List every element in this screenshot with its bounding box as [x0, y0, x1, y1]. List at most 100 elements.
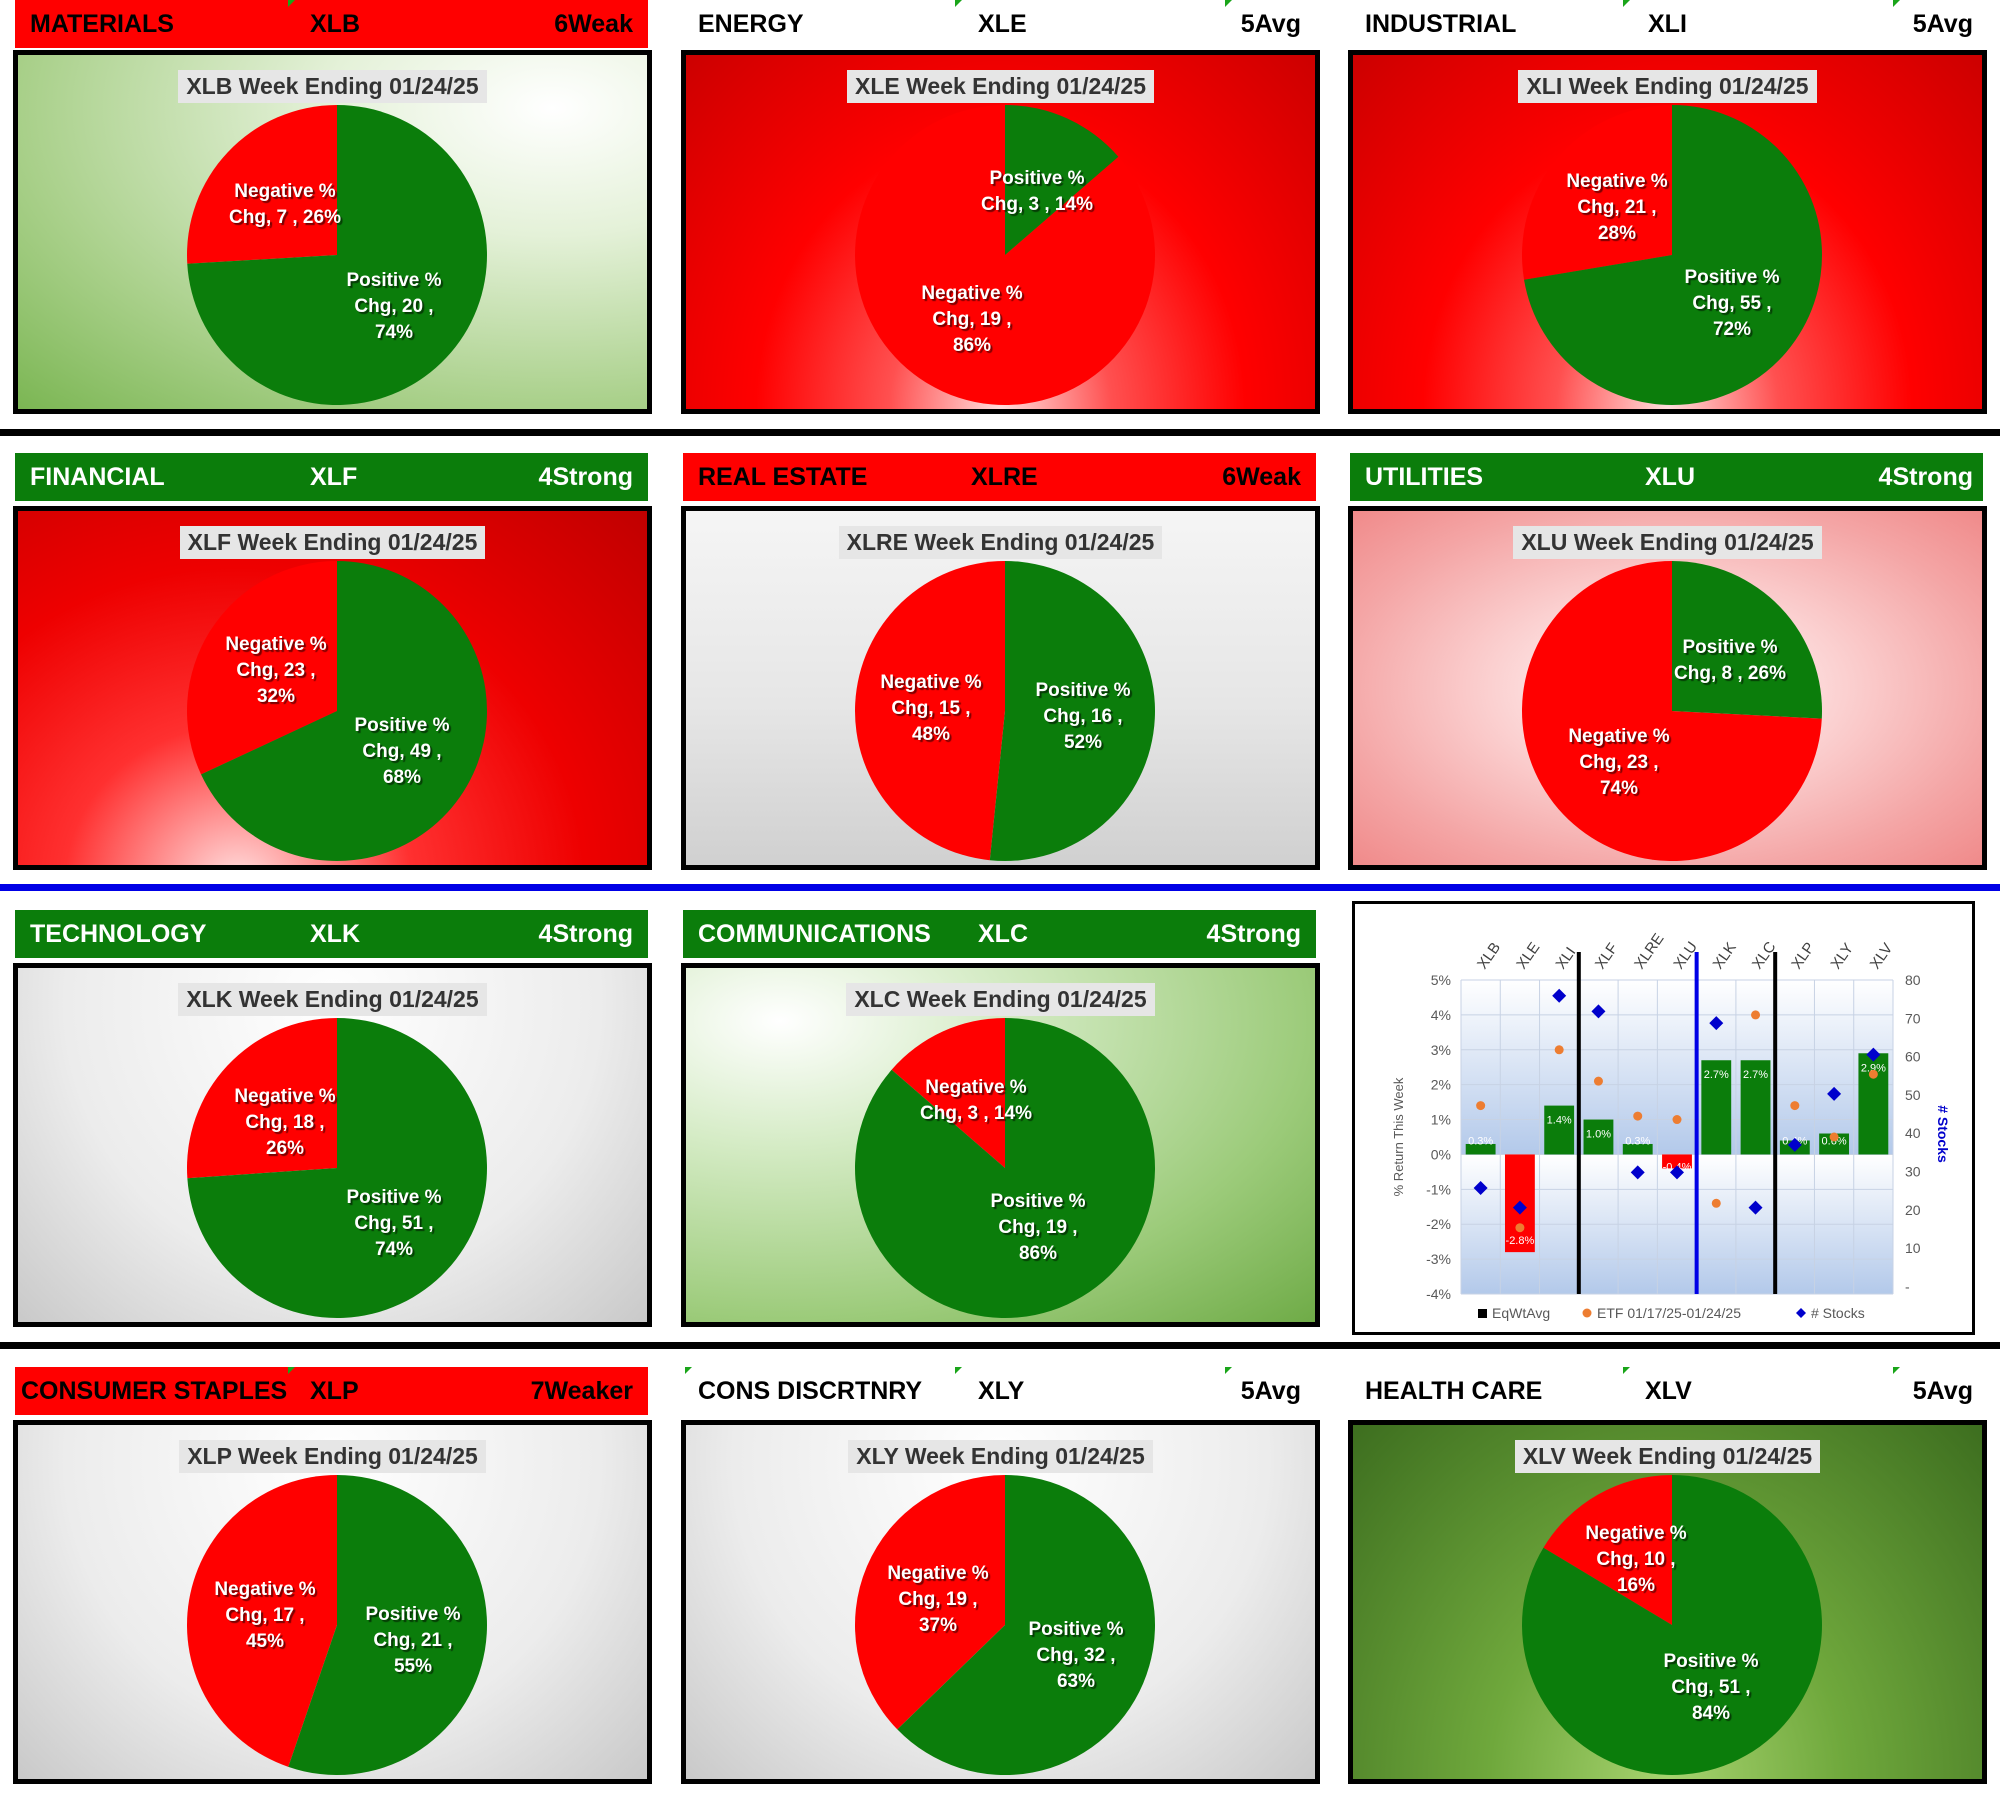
sector-name: COMMUNICATIONS: [698, 920, 931, 948]
positive-label: Positive % Chg, 32 , 63%: [1028, 1617, 1123, 1695]
positive-label: Positive % Chg, 16 , 52%: [1035, 678, 1130, 756]
header-xli: INDUSTRIAL XLI 5Avg: [1350, 0, 1983, 48]
panel-xly: XLY Week Ending 01/24/25 Negative % Chg, …: [681, 1420, 1320, 1784]
chart-title: XLY Week Ending 01/24/25: [848, 1440, 1153, 1473]
label-count: Chg, 7 , 26%: [229, 207, 341, 228]
label-pct: 16%: [1616, 1575, 1656, 1596]
pie-slice-positive: [187, 1018, 488, 1318]
y-tick-label: -3%: [1426, 1251, 1451, 1267]
bar-data-label: 0.3%: [1625, 1135, 1650, 1147]
chart-title: XLU Week Ending 01/24/25: [1513, 526, 1822, 559]
category-label: XLB: [1474, 939, 1504, 972]
label-count: Chg, 23 ,: [1579, 752, 1659, 773]
y2-tick-label: 50: [1905, 1087, 1921, 1103]
sector-name: TECHNOLOGY: [30, 920, 207, 948]
sector-name: HEALTH CARE: [1365, 1377, 1543, 1405]
label-text: Positive %: [1684, 267, 1780, 288]
panel-xlp: XLP Week Ending 01/24/25 Negative % Chg, …: [13, 1420, 652, 1784]
cell-marker: [288, 0, 295, 7]
positive-label: Positive % Chg, 55 , 72%: [1684, 265, 1779, 343]
label-text: Positive %: [1028, 1619, 1124, 1640]
header-xle: ENERGY XLE 5Avg: [683, 0, 1316, 48]
pie-slice-negative: [187, 561, 337, 775]
header-xly: CONS DISCRTNRY XLY 5Avg: [683, 1367, 1316, 1415]
negative-label: Negative % Chg, 19 , 37%: [887, 1561, 988, 1639]
header-xlk: TECHNOLOGY XLK 4Strong: [15, 910, 648, 958]
label-text: Positive %: [990, 1191, 1086, 1212]
rank: 6Weak: [1222, 463, 1301, 491]
label-text: Positive %: [346, 270, 442, 291]
label-count: Chg, 32 ,: [1036, 1645, 1116, 1666]
y2-tick-label: 10: [1905, 1240, 1921, 1256]
etf-marker: [1633, 1111, 1643, 1121]
label-count: Chg, 51 ,: [1671, 1677, 1751, 1698]
y2-tick-label: 80: [1905, 972, 1921, 988]
y-tick-label: 2%: [1431, 1077, 1451, 1093]
label-text: Negative %: [1568, 726, 1670, 747]
label-count: Chg, 3 , 14%: [981, 194, 1093, 215]
label-text: Positive %: [354, 715, 450, 736]
pie-slice-negative: [1543, 1475, 1672, 1625]
label-pct: 55%: [393, 1656, 433, 1677]
pie-slice-negative: [855, 561, 1005, 861]
rank: 6Weak: [554, 10, 633, 38]
label-text: Negative %: [1585, 1523, 1687, 1544]
ticker: XLC: [978, 920, 1028, 948]
etf-marker: [1751, 1010, 1761, 1020]
sector-name: ENERGY: [698, 10, 804, 38]
header-xlre: REAL ESTATE XLRE 6Weak: [683, 453, 1316, 501]
panel-xlu: XLU Week Ending 01/24/25 Positive % Chg, …: [1348, 506, 1987, 870]
sector-name: CONS DISCRTNRY: [698, 1377, 923, 1405]
pie-slice-positive: [288, 1475, 487, 1775]
chart-title: XLF Week Ending 01/24/25: [179, 526, 486, 559]
pie-slice-positive: [187, 105, 488, 405]
negative-label: Negative % Chg, 19 , 86%: [921, 281, 1022, 359]
label-pct: 28%: [1597, 223, 1637, 244]
category-label: XLY: [1827, 940, 1857, 972]
stocks-marker: [1552, 988, 1567, 1003]
rank: 5Avg: [1240, 1377, 1301, 1405]
rank: 4Strong: [1878, 463, 1973, 491]
y-tick-label: -4%: [1426, 1286, 1451, 1302]
label-pct: 74%: [374, 322, 414, 343]
bar-data-label: 1.0%: [1586, 1129, 1611, 1141]
ticker: XLP: [310, 1377, 359, 1405]
positive-label: Positive % Chg, 8 , 26%: [1674, 635, 1786, 687]
etf-marker: [1829, 1132, 1839, 1142]
legend-label: ETF 01/17/25-01/24/25: [1597, 1305, 1741, 1321]
category-label: XLF: [1592, 940, 1622, 972]
label-text: Negative %: [887, 1563, 989, 1584]
pie-slice-negative: [1522, 561, 1822, 861]
label-text: Negative %: [880, 672, 982, 693]
y-tick-label: -2%: [1426, 1216, 1451, 1232]
panel-xle: XLE Week Ending 01/24/25 Positive % Chg, …: [681, 50, 1320, 414]
pie-chart: [855, 561, 1155, 861]
cell-marker: [1893, 1367, 1900, 1374]
rank: 4Strong: [1206, 920, 1301, 948]
label-count: Chg, 16 ,: [1043, 706, 1123, 727]
panel-xlf: XLF Week Ending 01/24/25 Negative % Chg, …: [13, 506, 652, 870]
cell-marker: [955, 1367, 962, 1374]
panel-xli: XLI Week Ending 01/24/25 Negative % Chg, …: [1348, 50, 1987, 414]
label-count: Chg, 49 ,: [362, 741, 442, 762]
etf-marker: [1515, 1223, 1525, 1233]
y2-tick-label: -: [1905, 1278, 1910, 1294]
label-count: Chg, 19 ,: [998, 1217, 1078, 1238]
chart-title: XLV Week Ending 01/24/25: [1514, 1440, 1821, 1473]
sector-name: FINANCIAL: [30, 463, 165, 491]
pie-chart: [855, 105, 1155, 405]
y-tick-label: 0%: [1431, 1146, 1451, 1162]
cell-marker: [685, 1367, 692, 1374]
chart-title: XLC Week Ending 01/24/25: [846, 983, 1155, 1016]
positive-label: Positive % Chg, 20 , 74%: [346, 268, 441, 346]
panel-xlv: XLV Week Ending 01/24/25 Negative % Chg, …: [1348, 1420, 1987, 1784]
etf-marker: [1476, 1101, 1486, 1111]
label-count: Chg, 19 ,: [898, 1589, 978, 1610]
label-text: Negative %: [214, 1579, 316, 1600]
pie-chart: [1522, 105, 1822, 405]
pie-chart: [855, 1475, 1155, 1775]
pie-slice-negative: [187, 1475, 337, 1767]
pie-slice-positive: [989, 561, 1155, 861]
header-xlf: FINANCIAL XLF 4Strong: [15, 453, 648, 501]
bar-data-label: 1.4%: [1547, 1115, 1572, 1127]
